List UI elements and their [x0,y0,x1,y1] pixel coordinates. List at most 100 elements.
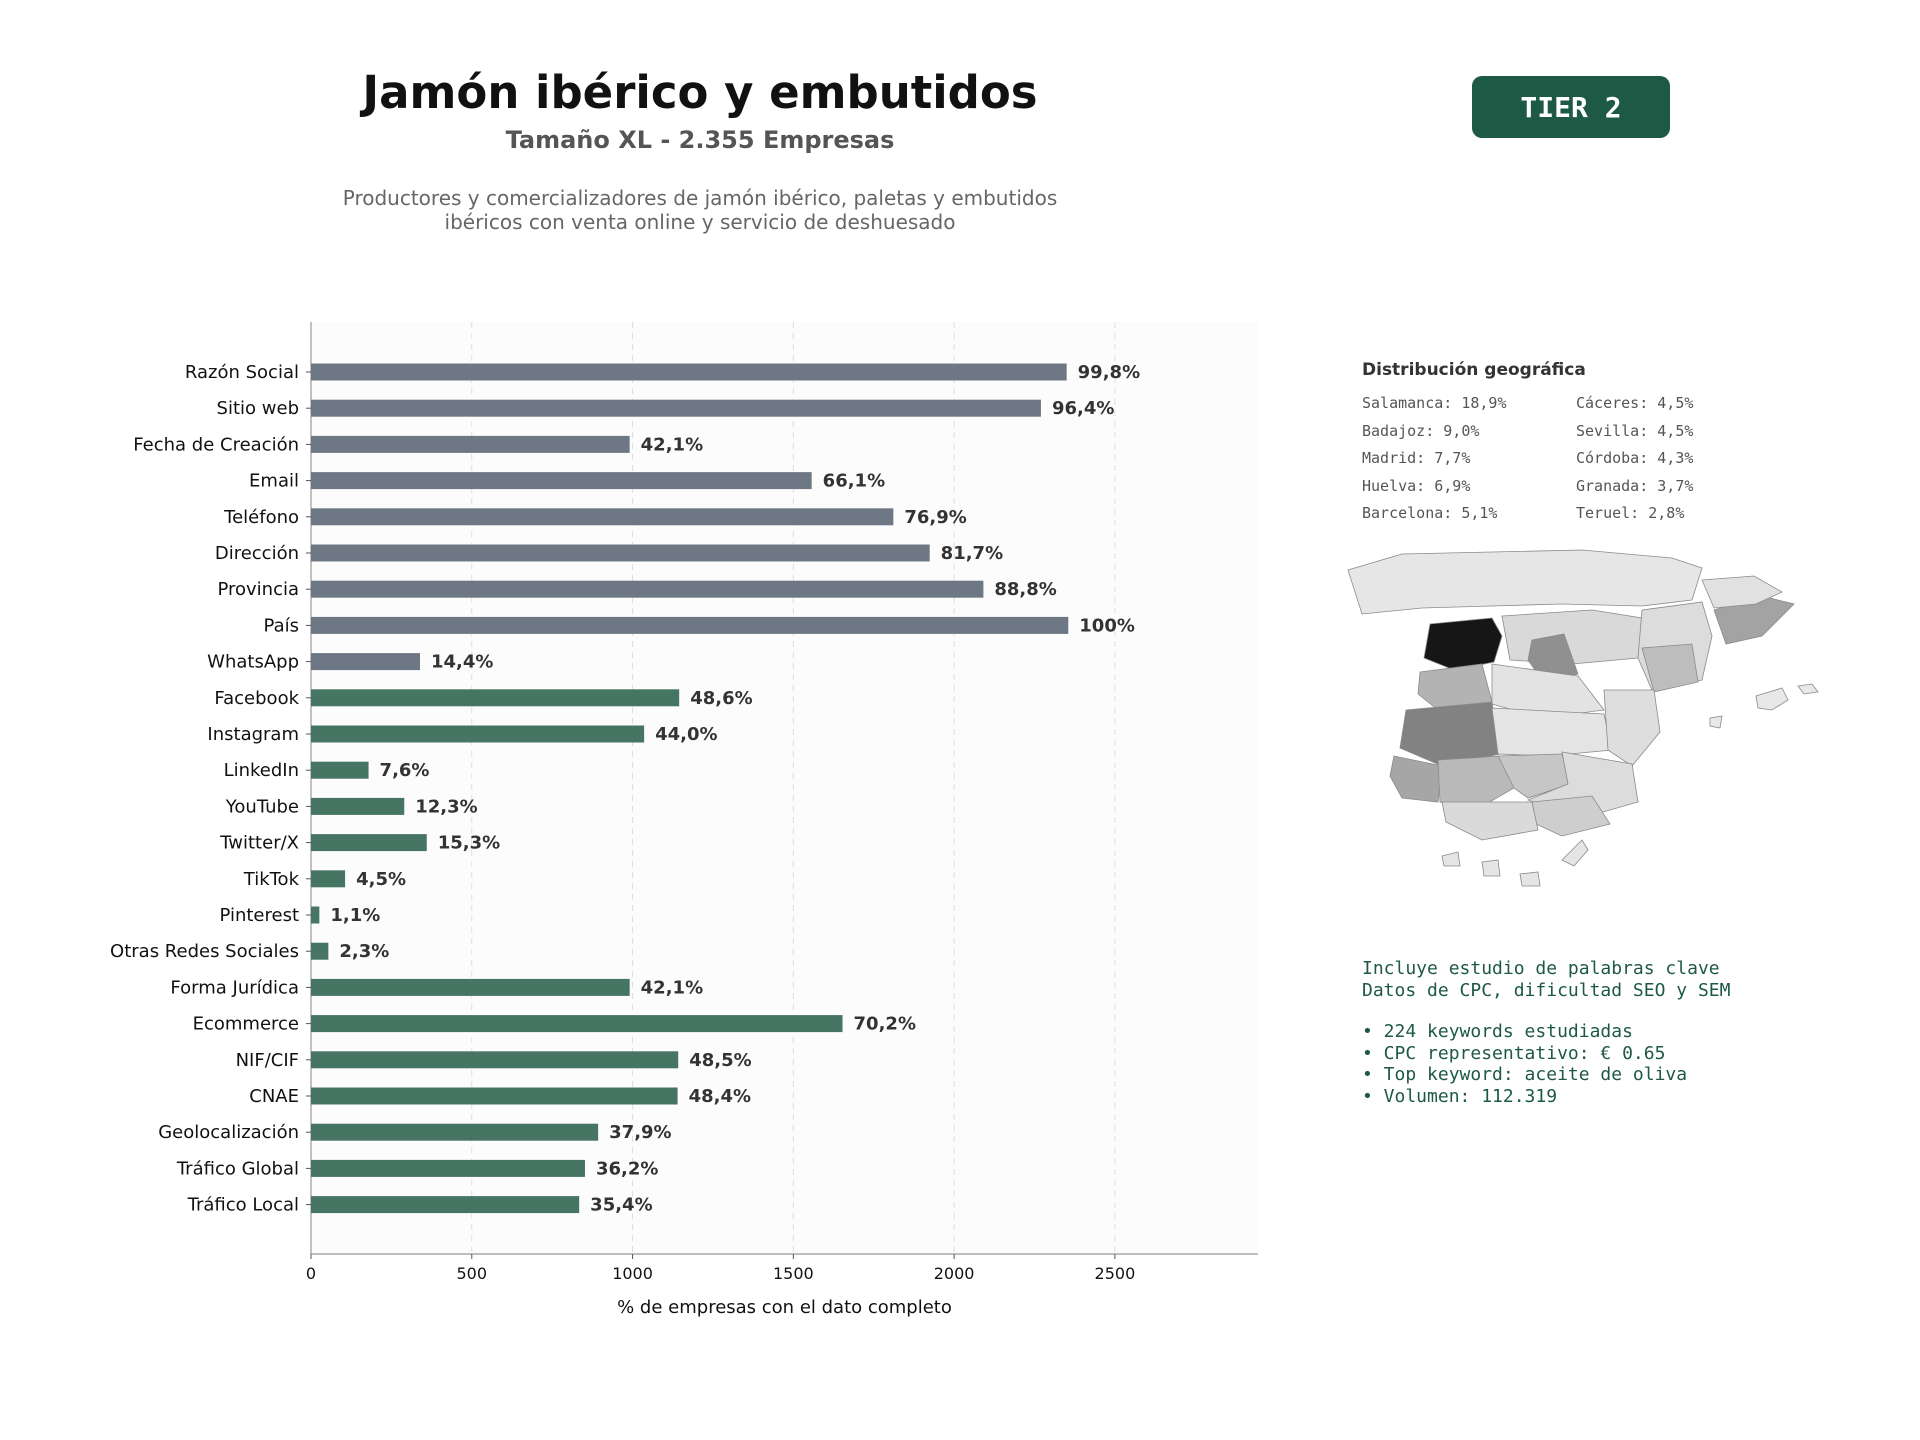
data-label: 48,6% [690,688,752,709]
bar [311,399,1041,417]
bar [311,1051,679,1069]
x-tick-label: 2500 [1095,1264,1136,1283]
category-label: NIF/CIF [236,1050,299,1071]
category-label: Tráfico Global [176,1158,299,1179]
bar [311,616,1069,634]
category-label: YouTube [225,796,299,817]
keywords-panel: Incluye estudio de palabras clave Datos … [1362,958,1862,1107]
map-region-toledo [1491,707,1613,757]
bar [311,472,812,490]
data-label: 44,0% [655,724,717,745]
map-region-malaga [1441,801,1539,841]
bar [311,653,421,671]
bar [311,1015,843,1033]
description: Productores y comercializadores de jamón… [300,186,1100,234]
map-region-baleares-east [1797,683,1819,695]
map-region-canarias-2 [1481,859,1501,877]
description-line: Productores y comercializadores de jamón… [342,186,1058,210]
bar [311,725,645,743]
data-label: 100% [1079,615,1135,636]
bar [311,761,369,779]
x-tick-label: 2000 [934,1264,975,1283]
data-label: 12,3% [415,796,477,817]
geo-item: Barcelona: 5,1% [1362,504,1498,522]
geo-title: Distribución geográfica [1362,360,1586,380]
category-label: Geolocalización [158,1122,299,1143]
geo-list: Salamanca: 18,9% Cáceres: 4,5% Badajoz: … [1362,394,1782,522]
geo-panel: Distribución geográfica Salamanca: 18,9%… [1362,360,1782,522]
geo-item: Madrid: 7,7% [1362,449,1471,467]
x-tick-label: 1500 [773,1264,814,1283]
bar [311,797,405,815]
data-label: 48,5% [689,1050,751,1071]
keywords-line: Datos de CPC, dificultad SEO y SEM [1362,979,1731,1001]
geo-item: Granada: 3,7% [1576,476,1694,495]
category-label: Sitio web [217,398,299,419]
description-line: ibéricos con venta online y servicio de … [444,210,956,234]
data-label: 88,8% [994,579,1056,600]
map-region-cordoba [1497,753,1571,799]
data-label: 2,3% [339,941,389,962]
spacer [1362,1001,1862,1021]
page-title: Jamón ibérico y embutidos [362,66,1038,119]
map-region-ibiza [1709,715,1723,729]
data-label: 37,9% [609,1122,671,1143]
category-label: Tráfico Local [187,1195,299,1216]
data-label: 66,1% [823,471,885,492]
spain-map [1347,549,1819,887]
bar [311,834,427,852]
bar [311,580,984,598]
data-label: 81,7% [941,543,1003,564]
category-label: Razón Social [185,362,299,383]
data-label: 1,1% [330,905,380,926]
category-label: WhatsApp [207,652,299,673]
bar-chart: Razón Social 99,8% Sitio web 96,4% Fecha de … [110,322,1258,1318]
data-label: 48,4% [689,1086,751,1107]
bar [311,363,1067,381]
bar [311,1087,678,1105]
plot-area [311,322,1258,1254]
category-label: Dirección [215,543,299,564]
map-region-baleares [1755,687,1789,711]
data-label: 42,1% [641,977,703,998]
data-label: 35,4% [590,1195,652,1216]
x-tick-label: 0 [306,1264,316,1283]
bar [311,1123,599,1141]
category-label: Instagram [207,724,299,745]
map-region-canarias-4 [1561,839,1589,867]
category-label: País [264,615,299,636]
map-region-catalonia [1701,575,1783,609]
category-label: Pinterest [219,905,299,926]
x-axis-label: % de empresas con el dato completo [617,1297,952,1318]
category-label: LinkedIn [224,760,299,781]
bar [311,1159,585,1177]
keyword-bullet: • 224 keywords estudiadas [1362,1021,1633,1042]
category-label: CNAE [249,1086,299,1107]
geo-item: Córdoba: 4,3% [1576,449,1694,467]
data-label: 99,8% [1078,362,1140,383]
geo-item: Badajoz: 9,0% [1362,421,1480,440]
keyword-bullet: • Volumen: 112.319 [1362,1085,1558,1107]
map-region-sevilla [1437,755,1515,811]
geo-item: Salamanca: 18,9% [1362,394,1507,412]
bar [311,689,680,707]
category-label: Forma Jurídica [170,977,299,998]
map-region-valencia [1603,689,1661,767]
category-label: Email [249,471,299,492]
category-label: Ecommerce [193,1014,299,1035]
keywords-line: Incluye estudio de palabras clave [1362,958,1720,979]
map-region-north [1347,549,1703,615]
category-label: Facebook [214,688,299,709]
bar [311,508,894,526]
x-tick-label: 500 [457,1264,488,1283]
data-label: 76,9% [904,507,966,528]
page-subtitle: Tamaño XL - 2.355 Empresas [505,126,895,154]
tier-badge: TIER 2 [1472,76,1670,138]
data-label: 4,5% [356,869,406,890]
map-region-huelva [1389,755,1443,803]
map-region-canarias-1 [1441,851,1461,867]
category-label: TikTok [243,869,300,890]
bar [311,1196,580,1214]
bar [311,942,329,960]
map-region-badajoz [1399,701,1501,767]
